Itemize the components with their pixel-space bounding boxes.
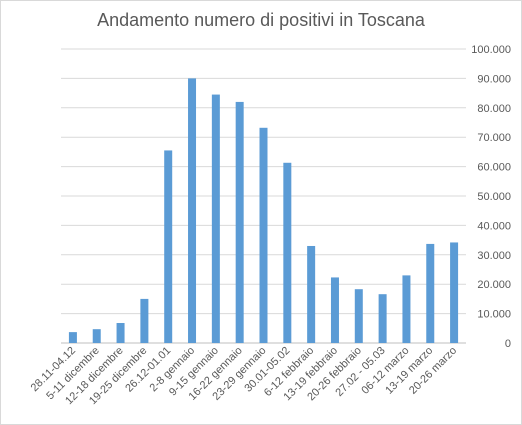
bars — [68, 78, 459, 344]
bar — [259, 127, 268, 344]
bar — [92, 329, 101, 343]
bar — [140, 298, 149, 343]
y-tick-label: 100.000 — [471, 44, 511, 56]
bar — [378, 294, 387, 343]
bar — [211, 94, 220, 343]
bar — [354, 289, 363, 343]
bar — [426, 243, 435, 343]
bar — [188, 78, 197, 344]
y-tick-label: 60.000 — [477, 162, 511, 174]
y-tick-label: 40.000 — [477, 220, 511, 232]
bar — [116, 323, 125, 343]
bar — [307, 245, 316, 343]
bar — [235, 101, 244, 343]
y-tick-label: 90.000 — [477, 73, 511, 85]
y-tick-label: 30.000 — [477, 250, 511, 262]
chart-title: Andamento numero di positivi in Toscana — [97, 10, 425, 30]
bar — [283, 162, 292, 343]
bar — [450, 242, 459, 343]
bar — [402, 275, 411, 343]
y-axis-ticks: 0 10.000 20.000 30.000 40.000 50.000 60.000 70.… — [471, 44, 511, 350]
y-tick-label: 70.000 — [477, 132, 511, 144]
bar — [330, 277, 339, 343]
y-tick-label: 50.000 — [477, 191, 511, 203]
y-tick-label: 80.000 — [477, 103, 511, 115]
y-tick-label: 10.000 — [477, 309, 511, 321]
bar — [68, 332, 77, 343]
y-tick-label: 20.000 — [477, 279, 511, 291]
y-tick-label: 0 — [505, 338, 511, 350]
bar — [164, 150, 173, 343]
